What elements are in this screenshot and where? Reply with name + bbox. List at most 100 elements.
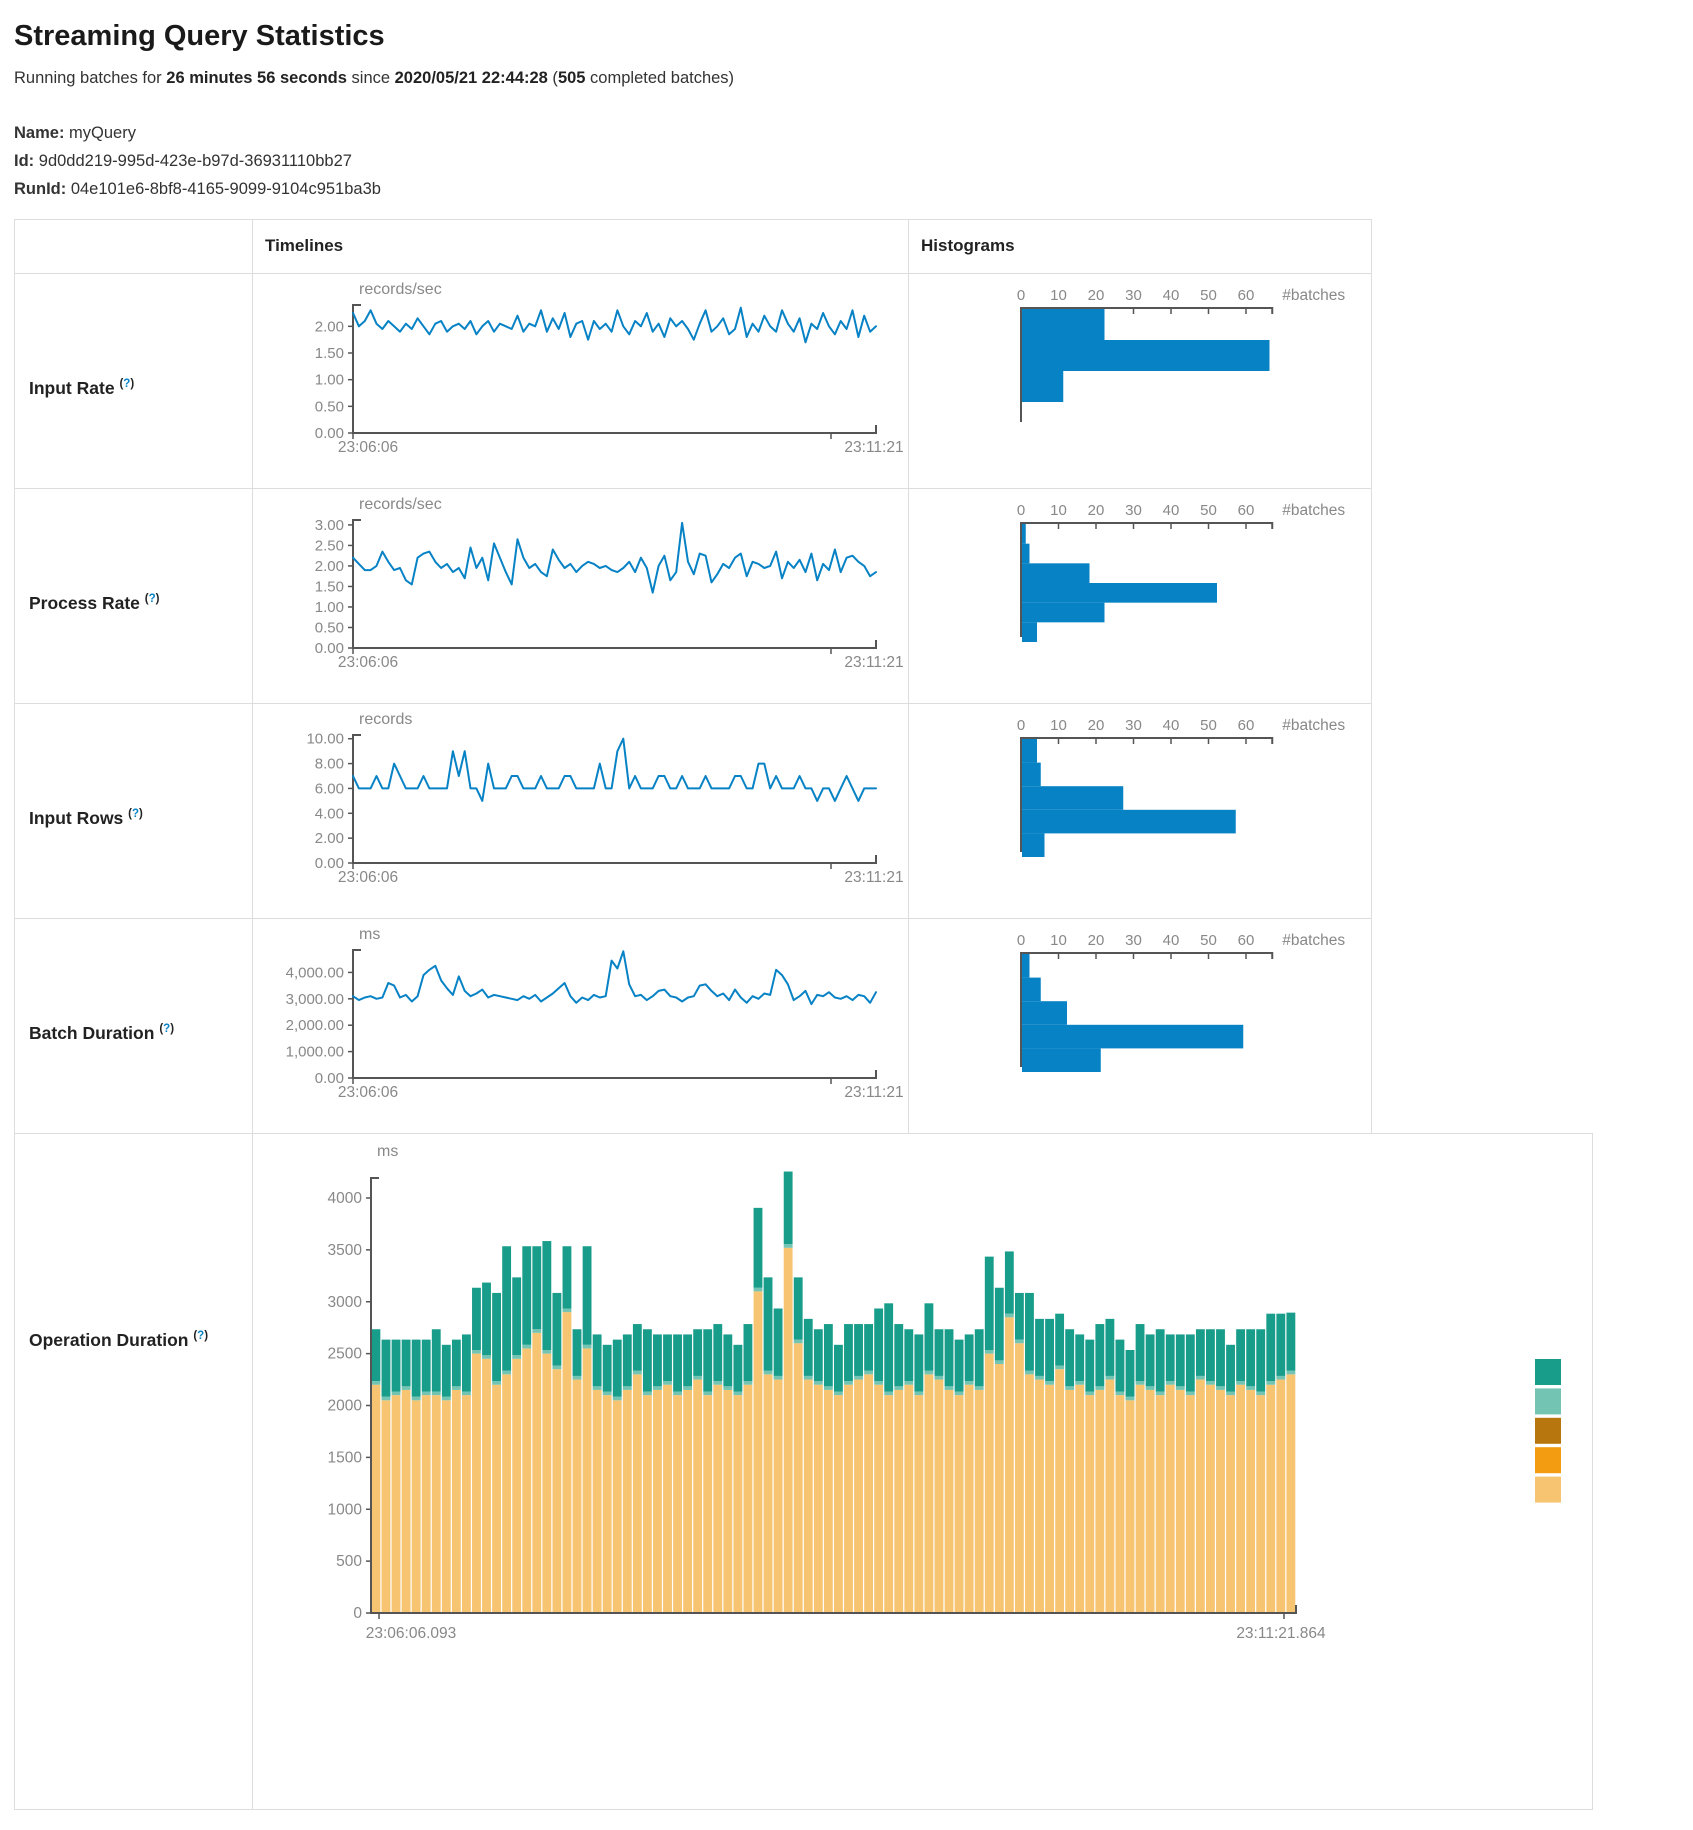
header-empty-cell (14, 219, 253, 274)
input-rows-label-cell: Input Rows (?) (14, 703, 253, 919)
svg-text:60: 60 (1238, 287, 1255, 304)
svg-text:30: 30 (1125, 287, 1142, 304)
svg-text:0.50: 0.50 (315, 398, 344, 415)
svg-text:23:06:06: 23:06:06 (338, 654, 398, 671)
svg-text:0.00: 0.00 (315, 855, 344, 872)
process-rate-histogram-cell: 0 10 20 30 40 50 60 #batches (908, 488, 1372, 704)
svg-text:3500: 3500 (328, 1242, 363, 1259)
svg-text:2.00: 2.00 (315, 318, 344, 335)
svg-text:ms: ms (359, 926, 380, 943)
batch-duration-timeline-cell: ms 0.00 1,000.00 2,000.00 3,000.00 4,000.00 23… (252, 918, 909, 1134)
svg-text:20: 20 (1088, 717, 1105, 734)
svg-text:10.00: 10.00 (306, 731, 344, 748)
operation-duration-help-icon[interactable]: (?) (193, 1330, 209, 1343)
svg-text:2.00: 2.00 (315, 830, 344, 847)
query-runid-row: RunId: 04e101e6-8bf8-4165-9099-9104c951b… (14, 180, 1679, 199)
input-rate-histogram-chart: 0 10 20 30 40 50 60 #batches (910, 275, 1371, 488)
svg-text:6.00: 6.00 (315, 780, 344, 797)
header-histograms: Histograms (908, 219, 1372, 274)
svg-text:3.00: 3.00 (315, 517, 344, 534)
query-id-label: Id: (14, 152, 35, 170)
query-metadata: Name: myQuery Id: 9d0dd219-995d-423e-b97… (14, 124, 1679, 199)
svg-text:4.00: 4.00 (315, 805, 344, 822)
svg-text:20: 20 (1088, 502, 1105, 519)
input-rows-label: Input Rows (29, 807, 124, 828)
summary-batch-count: 505 (557, 69, 586, 87)
svg-text:4,000.00: 4,000.00 (286, 964, 344, 981)
process-rate-timeline-cell: records/sec 0.00 0.50 1.00 1.50 2.00 2.50 3.00 2… (252, 488, 909, 704)
input-rows-help-icon[interactable]: (?) (128, 807, 143, 820)
stats-table-header-row: Timelines Histograms (14, 219, 1372, 274)
batch-duration-histogram-cell: 0 10 20 30 40 50 60 #batches (908, 918, 1372, 1134)
operation-duration-label: Operation Duration (29, 1330, 189, 1350)
svg-text:40: 40 (1163, 502, 1180, 519)
summary-start-time: 2020/05/21 22:44:28 (394, 69, 548, 87)
svg-text:3000: 3000 (328, 1294, 363, 1311)
query-id-value: 9d0dd219-995d-423e-b97d-36931110bb27 (38, 152, 352, 170)
process-rate-help-icon[interactable]: (?) (144, 592, 160, 605)
input-rows-histogram-cell: 0 10 20 30 40 50 60 #batches (908, 703, 1372, 919)
svg-text:23:06:06.093: 23:06:06.093 (366, 1625, 457, 1642)
svg-text:0.00: 0.00 (315, 640, 344, 657)
svg-text:30: 30 (1125, 502, 1142, 519)
svg-text:23:06:06: 23:06:06 (338, 1084, 398, 1101)
svg-text:30: 30 (1125, 932, 1142, 949)
svg-text:23:06:06: 23:06:06 (338, 439, 398, 456)
svg-text:23:11:21.864: 23:11:21.864 (1236, 1625, 1326, 1642)
svg-text:records/sec: records/sec (359, 281, 442, 298)
svg-text:0.00: 0.00 (315, 1070, 344, 1087)
input-rows-timeline-chart: records 0.00 2.00 4.00 6.00 8.00 10.00 23:06:06… (254, 705, 908, 918)
svg-text:#batches: #batches (1282, 717, 1345, 734)
summary-paren: ( (547, 69, 558, 87)
svg-text:10: 10 (1050, 287, 1067, 304)
svg-text:60: 60 (1238, 932, 1255, 949)
operation-duration-table: Operation Duration (?) ms 0 500 1000 1500 200… (14, 1133, 1593, 1810)
query-id-row: Id: 9d0dd219-995d-423e-b97d-36931110bb27 (14, 152, 1679, 171)
svg-text:#batches: #batches (1282, 502, 1345, 519)
input-rate-help-icon[interactable]: (?) (119, 377, 135, 390)
svg-text:500: 500 (336, 1553, 362, 1570)
svg-text:records: records (359, 711, 412, 728)
svg-text:1.00: 1.00 (315, 599, 344, 616)
batch-duration-help-icon[interactable]: (?) (159, 1022, 175, 1035)
svg-text:2,000.00: 2,000.00 (286, 1017, 344, 1034)
summary-prefix: Running batches for (14, 69, 167, 87)
svg-text:50: 50 (1200, 287, 1217, 304)
svg-text:20: 20 (1088, 932, 1105, 949)
svg-text:1000: 1000 (328, 1501, 363, 1518)
input-rows-histogram-chart: 0 10 20 30 40 50 60 #batches (910, 705, 1371, 918)
process-rate-label-cell: Process Rate (?) (14, 488, 253, 704)
svg-text:40: 40 (1163, 287, 1180, 304)
query-name-row: Name: myQuery (14, 124, 1679, 143)
batch-duration-label-cell: Batch Duration (?) (14, 918, 253, 1134)
query-name-label: Name: (14, 124, 65, 142)
input-rate-histogram-cell: 0 10 20 30 40 50 60 #batches (908, 273, 1372, 489)
page-title: Streaming Query Statistics (14, 20, 385, 52)
query-name-value: myQuery (69, 124, 136, 142)
svg-text:0: 0 (353, 1605, 362, 1622)
svg-text:10: 10 (1050, 932, 1067, 949)
svg-text:2500: 2500 (328, 1346, 363, 1363)
svg-text:60: 60 (1238, 717, 1255, 734)
batch-duration-histogram-chart: 0 10 20 30 40 50 60 #batches (910, 920, 1371, 1133)
svg-text:1500: 1500 (328, 1449, 363, 1466)
svg-text:10: 10 (1050, 502, 1067, 519)
query-runid-label: RunId: (14, 180, 67, 198)
svg-text:23:11:21: 23:11:21 (844, 869, 903, 886)
svg-text:1,000.00: 1,000.00 (286, 1044, 344, 1061)
running-summary: Running batches for 26 minutes 56 second… (14, 69, 1679, 88)
process-rate-label: Process Rate (29, 592, 140, 613)
table-row-operation-duration: Operation Duration (?) ms 0 500 1000 1500 200… (14, 1133, 1593, 1810)
svg-text:4000: 4000 (328, 1190, 363, 1207)
svg-text:23:06:06: 23:06:06 (338, 869, 398, 886)
svg-text:2.50: 2.50 (315, 537, 344, 554)
svg-text:0: 0 (1017, 932, 1025, 949)
summary-suffix: completed batches) (585, 69, 735, 87)
svg-text:0: 0 (1017, 502, 1025, 519)
summary-duration: 26 minutes 56 seconds (166, 69, 347, 87)
svg-text:0.00: 0.00 (315, 425, 344, 442)
input-rate-label-cell: Input Rate (?) (14, 273, 253, 489)
input-rate-label: Input Rate (29, 377, 115, 398)
table-row-input-rows: Input Rows (?) records 0.00 2.00 4.00 6.00 8.… (14, 703, 1372, 919)
svg-text:1.00: 1.00 (315, 372, 344, 389)
